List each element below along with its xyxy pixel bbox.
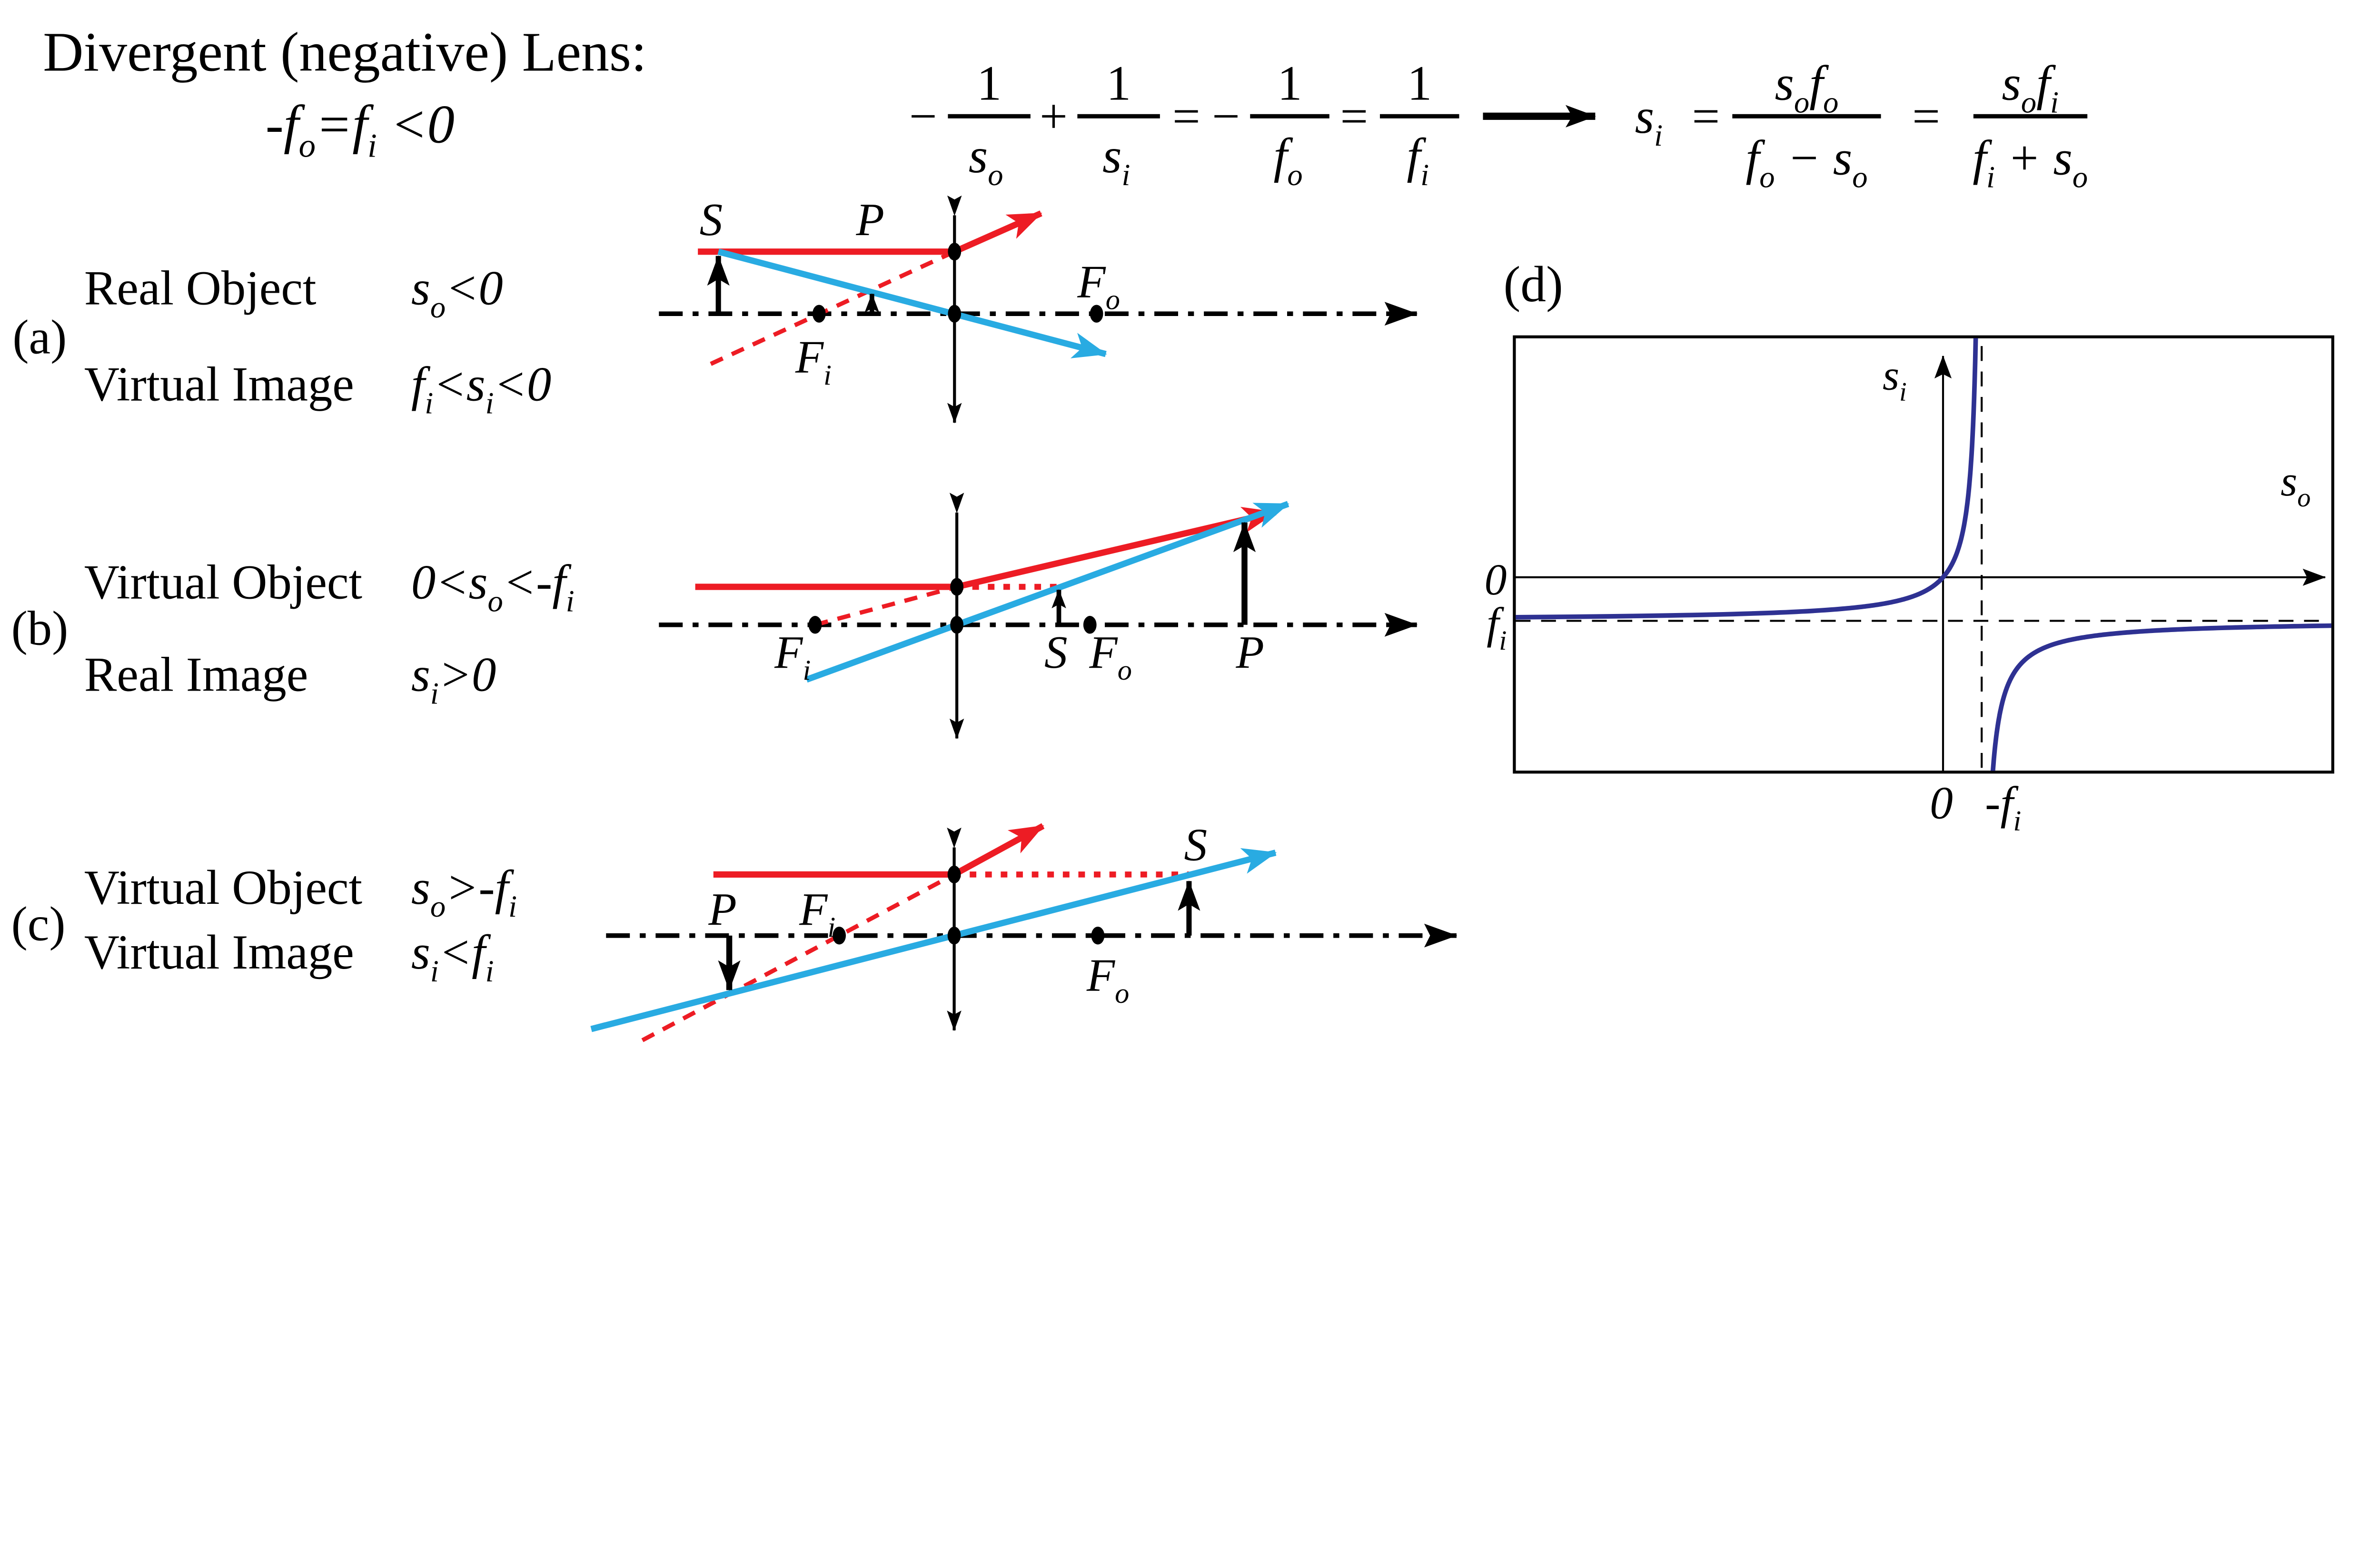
cyan-chief-ray: [717, 248, 1107, 358]
label-S: S: [1044, 627, 1068, 678]
eq-num-sofo: sofo: [1775, 56, 1838, 119]
row-a-image-condition: fi<si<0: [411, 357, 551, 420]
lens-equation: − 1 so + 1 si = − 1 fo = 1 fi si = sofo …: [909, 56, 2088, 194]
row-a-text: (a) Real Object so<0 Virtual Image fi<si…: [12, 261, 551, 420]
eq-equals-2: =: [1340, 89, 1368, 144]
panel-label-c: (c): [11, 897, 66, 951]
row-a-image-type: Virtual Image: [84, 357, 354, 412]
header: Divergent (negative) Lens: -fo=fi <0: [43, 20, 646, 164]
eq-equals-3: =: [1692, 89, 1720, 144]
eq-minus-2: −: [1212, 89, 1240, 144]
lens-center-dot: [948, 305, 962, 323]
row-c-object-type: Virtual Object: [84, 861, 362, 915]
panel-label-a: (a): [12, 310, 67, 364]
eq-num-sofi: sofi: [2002, 56, 2059, 119]
lens-center-dot: [950, 616, 964, 634]
label-Fi: Fi: [795, 332, 832, 391]
eq-minus-1: −: [909, 89, 937, 144]
row-b-text: (b) Virtual Object 0<so<-fi Real Image s…: [11, 555, 575, 710]
eq-den-fi-plus-so: fi + so: [1973, 130, 2088, 194]
label-Fi: Fi: [799, 884, 835, 943]
row-b-image-type: Real Image: [84, 648, 308, 702]
red-refracted-ray: [952, 823, 1045, 878]
y-tick-zero: 0: [1485, 555, 1507, 604]
row-c-object-condition: so>-fi: [411, 861, 517, 923]
focal-point-Fi-dot: [808, 616, 822, 634]
panel-label-d: (d): [1503, 256, 1563, 313]
title-focal-condition: -fo=fi <0: [266, 94, 455, 165]
eq-den-si: si: [1102, 128, 1130, 192]
focal-point-Fi-dot: [812, 305, 826, 323]
si-vs-so-curve-left-branch: [1516, 338, 1978, 620]
eq-den-so: so: [969, 128, 1003, 192]
row-c-text: (c) Virtual Object so>-fi Virtual Image …: [11, 861, 517, 988]
lens-center-dot: [947, 926, 961, 945]
label-Fo: Fo: [1089, 627, 1132, 686]
x-tick-minus-fi: -fi: [1985, 777, 2021, 837]
eq-num-4: 1: [1407, 56, 1432, 111]
plot-frame: [1513, 335, 2334, 774]
label-Fi: Fi: [774, 627, 811, 686]
label-S: S: [700, 194, 723, 246]
cyan-chief-ray: [805, 501, 1289, 683]
label-P: P: [708, 884, 736, 935]
eq-num-2: 1: [1106, 56, 1131, 111]
si-vs-so-curve-right-branch: [1990, 623, 2332, 771]
red-backward-extension: [641, 872, 955, 1042]
lens-figure: Divergent (negative) Lens: -fo=fi <0 − 1…: [11, 20, 2334, 1042]
eq-equals-4: =: [1912, 89, 1940, 144]
eq-num-1: 1: [977, 56, 1002, 111]
label-Fo: Fo: [1077, 256, 1120, 316]
eq-den-fi: fi: [1407, 128, 1429, 192]
ray-diagram-c: P Fi S Fo: [590, 820, 1458, 1042]
cyan-chief-ray: [590, 848, 1277, 1032]
red-focal-extension: [814, 584, 958, 627]
row-b-object-type: Virtual Object: [84, 555, 362, 609]
focal-point-Fo-dot: [1090, 305, 1103, 323]
red-backward-extension: [710, 249, 956, 366]
row-b-image-condition: si>0: [411, 648, 496, 711]
panel-label-b: (b): [11, 601, 69, 655]
focal-point-Fo-dot: [1091, 926, 1105, 945]
ray-diagram-b: Fi S Fo P: [659, 493, 1418, 739]
focal-point-Fo-dot: [1083, 616, 1097, 634]
eq-den-fo: fo: [1273, 128, 1302, 192]
eq-plus: +: [1040, 89, 1068, 144]
eq-num-3: 1: [1278, 56, 1302, 111]
eq-den-fo-minus-so: fo − so: [1745, 130, 1867, 194]
ray-diagram-a: S P Fi Fo: [659, 194, 1418, 424]
page-title: Divergent (negative) Lens:: [43, 20, 646, 83]
y-tick-fi: fi: [1487, 599, 1507, 656]
lens-top-dot: [947, 865, 961, 884]
row-a-object-condition: so<0: [411, 261, 503, 324]
row-c-image-type: Virtual Image: [84, 925, 354, 979]
row-b-object-condition: 0<so<-fi: [411, 555, 575, 618]
red-refracted-ray: [953, 210, 1042, 255]
label-P: P: [1235, 627, 1264, 678]
row-a-object-type: Real Object: [84, 261, 317, 316]
row-c-image-condition: si<fi: [411, 925, 494, 988]
label-Fo: Fo: [1086, 950, 1130, 1009]
x-axis-label: so: [2281, 457, 2311, 513]
eq-equals-1: =: [1172, 89, 1200, 144]
lens-top-dot: [950, 578, 964, 596]
y-axis-label: si: [1883, 352, 1907, 407]
x-tick-zero: 0: [1930, 777, 1953, 829]
eq-si: si: [1635, 89, 1663, 152]
graph-d: (d) si so 0 fi 0 -fi: [1485, 256, 2334, 837]
lens-top-dot: [948, 242, 962, 261]
label-S: S: [1184, 820, 1208, 871]
focal-point-Fi-dot: [833, 926, 846, 945]
label-P: P: [856, 194, 884, 246]
